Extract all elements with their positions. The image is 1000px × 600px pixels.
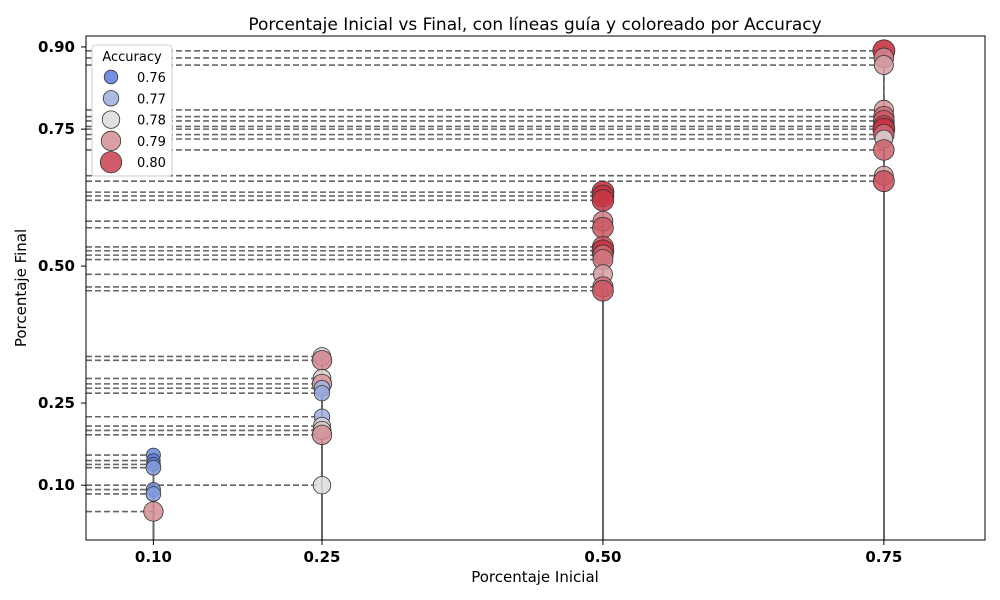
data-point bbox=[873, 139, 895, 161]
legend-label: 0.77 bbox=[137, 92, 166, 107]
data-point bbox=[873, 55, 894, 75]
data-point bbox=[313, 385, 331, 402]
legend-marker bbox=[103, 69, 119, 85]
data-point bbox=[592, 216, 614, 239]
x-axis: 0.10 0.25 0.50 0.75 bbox=[135, 540, 902, 566]
legend-label: 0.80 bbox=[137, 156, 166, 171]
y-axis: 0.10 0.25 0.50 0.75 0.90 bbox=[38, 38, 86, 494]
data-point bbox=[592, 279, 614, 302]
legend-marker bbox=[100, 130, 122, 152]
x-tick-label: 0.25 bbox=[303, 548, 340, 566]
data-point bbox=[591, 189, 615, 212]
x-tick-label: 0.50 bbox=[584, 548, 621, 566]
legend-title: Accuracy bbox=[102, 50, 162, 65]
plot-frame bbox=[85, 35, 986, 541]
legend-label: 0.76 bbox=[137, 71, 166, 86]
legend-label: 0.78 bbox=[137, 114, 166, 129]
y-tick-label: 0.90 bbox=[38, 38, 75, 56]
y-axis-label: Porcentaje Final bbox=[12, 229, 30, 347]
legend-label: 0.79 bbox=[137, 135, 166, 150]
y-tick-label: 0.50 bbox=[38, 257, 75, 275]
legend-marker bbox=[99, 151, 123, 174]
data-point bbox=[145, 459, 162, 476]
data-point bbox=[145, 486, 162, 502]
data-point bbox=[872, 170, 895, 193]
y-tick-label: 0.10 bbox=[38, 476, 75, 494]
plot-points bbox=[143, 39, 896, 522]
data-point bbox=[311, 424, 333, 445]
y-tick-label: 0.25 bbox=[38, 394, 75, 412]
data-point bbox=[143, 501, 164, 522]
guide-lines bbox=[86, 49, 885, 540]
data-point bbox=[311, 350, 333, 371]
legend: Accuracy 0.76 0.77 0.78 0.79 0.80 bbox=[91, 44, 173, 177]
legend-marker bbox=[101, 110, 121, 129]
legend-marker bbox=[102, 90, 120, 107]
x-axis-label: Porcentaje Inicial bbox=[471, 568, 599, 586]
y-tick-label: 0.75 bbox=[38, 120, 75, 138]
x-tick-label: 0.75 bbox=[865, 548, 902, 566]
chart-title: Porcentaje Inicial vs Final, con líneas … bbox=[248, 15, 821, 35]
x-tick-label: 0.10 bbox=[135, 548, 172, 566]
data-point bbox=[312, 476, 332, 495]
